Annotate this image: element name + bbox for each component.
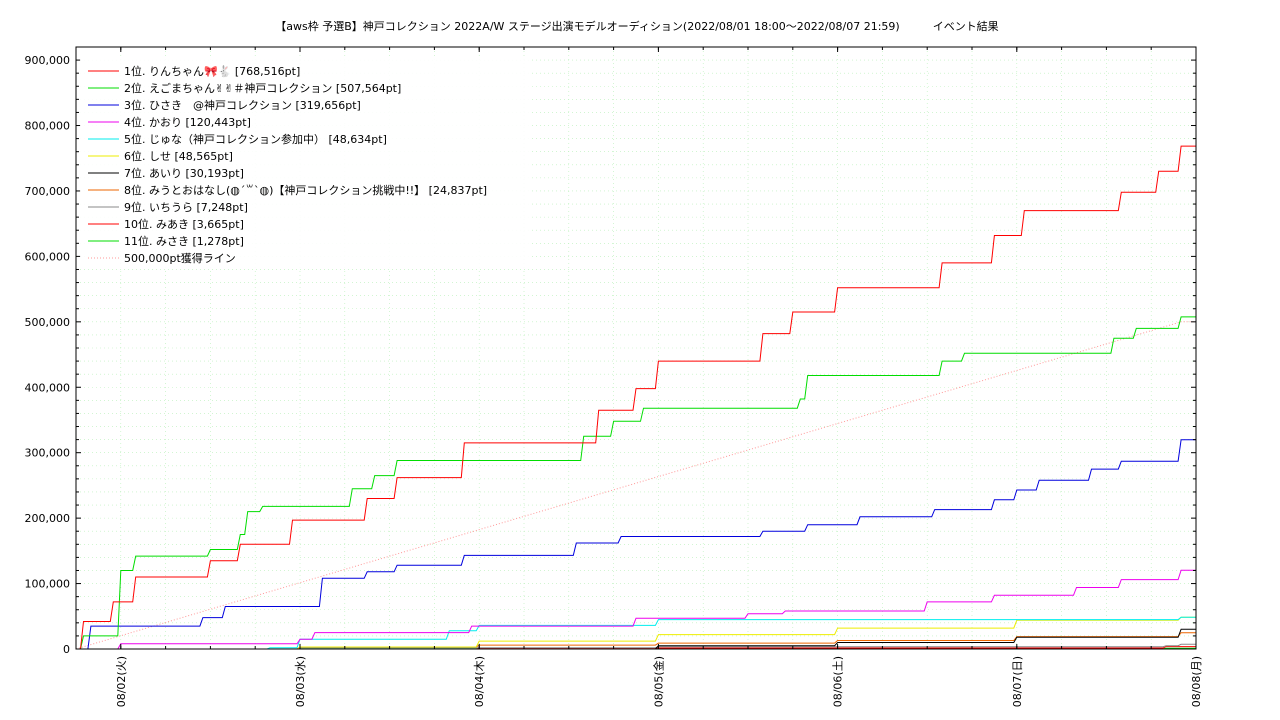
x-tick-label: 08/06(土) [832, 656, 845, 707]
x-tick-label: 08/08(月) [1190, 656, 1203, 707]
chart-title: 【aws枠 予選B】神戸コレクション 2022A/W ステージ出演モデルオーディ… [275, 19, 998, 33]
legend-label-4: 4位. かおり [120,443pt] [124, 115, 251, 129]
legend-label-10: 10位. みあき [3,665pt] [124, 217, 244, 231]
y-axis-tick-labels: 0 100,000 200,000 300,000 400,000 500,000 600,… [25, 54, 71, 656]
x-tick-label: 08/02(火) [115, 656, 128, 707]
legend-label-1: 1位. りんちゃん🎀🐇 [768,516pt] [124, 64, 300, 78]
axis-ticks [75, 46, 1197, 650]
legend-label-11: 11位. みさき [1,278pt] [124, 234, 244, 248]
legend-label-12: 500,000pt獲得ライン [124, 252, 236, 265]
series-line-7 [76, 628, 1196, 650]
reference-line-layer [75, 321, 1196, 650]
legend-label-2: 2位. えごまちゃん✌✌＃神戸コレクション [507,564pt] [124, 81, 401, 95]
series-line-12 [75, 321, 1196, 650]
series-line-1 [76, 145, 1196, 650]
series-line-3 [76, 439, 1196, 650]
y-tick-label: 200,000 [25, 512, 71, 525]
legend: 1位. りんちゃん🎀🐇 [768,516pt] 2位. えごまちゃん✌✌＃神戸コレ… [80, 58, 530, 268]
y-tick-label: 0 [63, 643, 70, 656]
legend-background [80, 58, 530, 268]
x-tick-label: 08/05(金) [651, 656, 665, 707]
y-tick-label: 700,000 [25, 185, 71, 198]
y-tick-label: 900,000 [25, 54, 71, 67]
y-tick-label: 800,000 [25, 120, 71, 133]
x-tick-label: 08/04(木) [473, 656, 486, 707]
x-tick-label: 08/07(日) [1011, 656, 1024, 707]
series-line-5 [76, 616, 1196, 650]
y-tick-label: 300,000 [25, 447, 71, 460]
y-tick-label: 400,000 [25, 381, 71, 394]
x-axis-tick-labels: 08/02(火) 08/03(水) 08/04(木) 08/05(金) 08/06(土)… [115, 656, 1203, 707]
series-line-2 [76, 316, 1196, 650]
legend-label-9: 9位. いちうら [7,248pt] [124, 200, 248, 214]
legend-label-6: 6位. しせ [48,565pt] [124, 149, 233, 163]
x-tick-label: 08/03(水) [294, 656, 307, 707]
series-line-4 [76, 569, 1196, 650]
legend-label-3: 3位. ひさき @神戸コレクション [319,656pt] [124, 98, 361, 112]
legend-label-5: 5位. じゅな（神戸コレクション参加中） [48,634pt] [124, 132, 387, 146]
legend-label-8: 8位. みうとおはなし(◍´꒳`◍)【神戸コレクション挑戦中!!】 [24,83… [124, 183, 487, 197]
legend-label-7: 7位. あいり [30,193pt] [124, 166, 244, 180]
y-tick-label: 100,000 [25, 578, 71, 591]
y-tick-label: 600,000 [25, 250, 71, 263]
y-tick-label: 500,000 [25, 316, 71, 329]
grid [75, 46, 1197, 650]
